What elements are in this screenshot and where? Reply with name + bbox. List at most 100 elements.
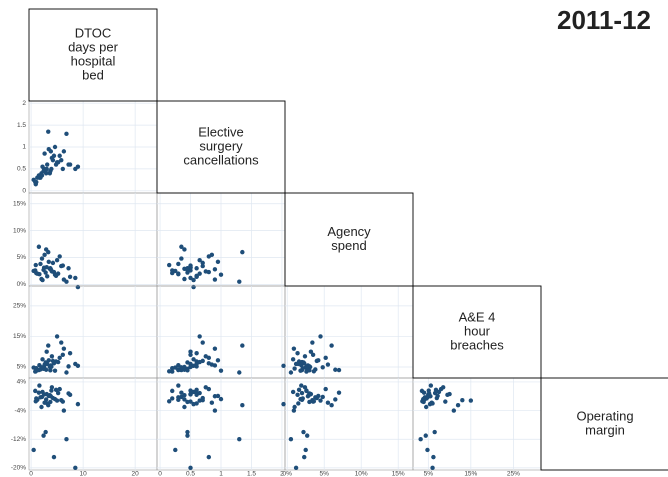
point: [182, 276, 187, 282]
point: [421, 390, 427, 395]
point: [52, 144, 58, 150]
x-tick-label: 0.5: [186, 471, 195, 477]
point: [67, 351, 73, 356]
point: [423, 404, 429, 410]
point: [185, 429, 190, 435]
point: [40, 357, 45, 362]
x-tick-label: 2: [280, 471, 284, 477]
point: [188, 465, 193, 471]
point: [197, 359, 202, 365]
point: [451, 408, 457, 413]
point: [212, 277, 218, 282]
point: [33, 262, 38, 268]
point: [179, 244, 184, 249]
point: [185, 368, 190, 373]
point: [31, 447, 36, 453]
point: [295, 351, 300, 356]
point: [288, 370, 294, 375]
point: [33, 182, 38, 187]
point: [185, 266, 190, 271]
point: [40, 277, 45, 283]
label-box: [156, 100, 286, 194]
point: [281, 363, 286, 368]
point: [188, 388, 193, 393]
point: [302, 454, 307, 460]
y-tick-label: 0: [22, 188, 26, 195]
point: [60, 166, 66, 172]
point: [206, 361, 212, 366]
point: [215, 259, 221, 265]
point: [170, 366, 175, 371]
point: [39, 394, 45, 400]
point: [200, 340, 205, 345]
point: [325, 400, 331, 405]
point: [455, 403, 461, 408]
point: [300, 396, 305, 401]
x-tick-label: 1: [219, 471, 223, 477]
point: [45, 274, 50, 279]
y-tick-label: 0%: [17, 281, 27, 288]
variable-label: bed: [82, 67, 104, 82]
y-tick-label: 10%: [13, 227, 26, 234]
point: [318, 334, 323, 339]
point: [432, 429, 437, 435]
point: [59, 397, 64, 403]
point: [310, 352, 316, 357]
point: [460, 397, 465, 403]
point: [75, 401, 81, 407]
point: [42, 252, 47, 258]
x-tick-label: 0%: [283, 471, 293, 477]
point: [55, 160, 61, 165]
variable-label: cancellations: [183, 152, 259, 167]
point: [203, 385, 208, 390]
point: [182, 397, 187, 402]
point: [333, 367, 338, 372]
point: [293, 361, 299, 367]
point: [39, 256, 45, 261]
point: [307, 399, 312, 405]
point: [43, 397, 49, 402]
point: [296, 401, 301, 406]
x-tick-label: 5%: [424, 471, 434, 477]
point: [170, 270, 175, 276]
point: [425, 394, 431, 400]
point: [75, 363, 81, 368]
y-tick-label: 15%: [13, 333, 26, 340]
point: [41, 433, 46, 438]
x-tick-label: 0: [158, 471, 162, 477]
point: [194, 387, 199, 393]
point: [188, 391, 193, 397]
variable-label: days per: [68, 39, 119, 54]
point: [44, 166, 49, 172]
point: [33, 399, 38, 404]
point: [54, 398, 60, 403]
point: [311, 399, 317, 404]
point: [445, 392, 450, 398]
point: [218, 368, 224, 373]
point: [304, 433, 310, 438]
point: [57, 153, 62, 158]
point: [52, 368, 58, 373]
label-box: [540, 377, 668, 471]
point: [59, 157, 64, 163]
variable-label: hospital: [71, 53, 116, 68]
point: [212, 408, 218, 413]
y-tick-label: 1: [22, 144, 26, 151]
point: [46, 393, 51, 399]
point: [191, 401, 196, 407]
point: [310, 340, 315, 345]
point: [307, 368, 312, 373]
point: [179, 256, 184, 261]
point: [316, 393, 321, 399]
point: [299, 383, 304, 388]
point: [176, 261, 181, 267]
point: [166, 399, 172, 404]
x-tick-label: 15%: [392, 471, 405, 477]
point: [46, 146, 51, 152]
point: [194, 351, 199, 356]
point: [320, 365, 325, 370]
label-box: [412, 285, 542, 379]
x-tick-label: 10%: [355, 471, 368, 477]
point: [64, 370, 69, 375]
point: [426, 388, 431, 393]
